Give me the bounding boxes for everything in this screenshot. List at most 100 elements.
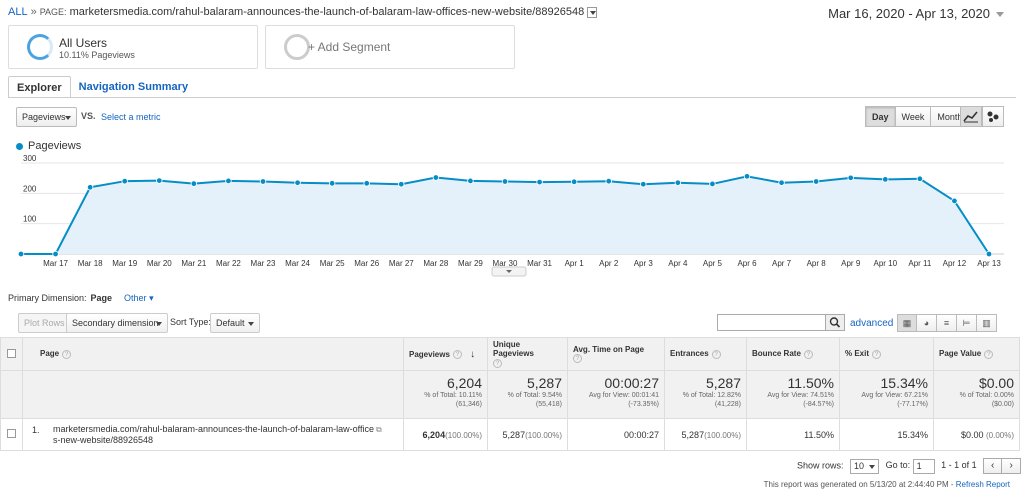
row-pageviews: 6,204(100.00%) [403, 418, 488, 451]
help-icon[interactable]: ? [872, 349, 882, 359]
data-point[interactable] [778, 179, 785, 186]
pager: ‹ › [983, 458, 1022, 474]
report-generated-note: This report was generated on 5/13/20 at … [763, 480, 1010, 489]
advanced-filter-link[interactable]: advanced [850, 318, 894, 329]
data-point[interactable] [674, 179, 682, 186]
tab-navigation-summary[interactable]: Navigation Summary [78, 81, 189, 93]
data-point[interactable] [328, 180, 336, 187]
data-point[interactable] [882, 176, 889, 183]
help-icon[interactable]: ? [711, 349, 721, 359]
sort-type-dropdown[interactable]: Default [210, 313, 260, 333]
row-range: 1 - 1 of 1 [941, 460, 977, 471]
add-segment-button[interactable]: + Add Segment [265, 25, 515, 69]
data-point[interactable] [52, 250, 59, 258]
motion-chart-icon[interactable] [982, 106, 1004, 127]
goto-label: Go to: [885, 460, 911, 471]
exit-column-header[interactable]: % Exit? [839, 337, 934, 371]
search-icon[interactable] [825, 315, 844, 330]
date-range-picker[interactable]: Mar 16, 2020 - Apr 13, 2020 [828, 6, 1004, 21]
data-point[interactable] [916, 175, 924, 182]
plot-rows-button[interactable]: Plot Rows [18, 313, 71, 333]
row-unique-pageviews: 5,287(100.00%) [487, 418, 568, 451]
chart-y-ticks: 100 200 300 [23, 154, 37, 224]
line-chart-icon[interactable] [960, 106, 982, 127]
select-all-header[interactable] [0, 337, 23, 371]
select-metric-link[interactable]: Select a metric [101, 112, 161, 122]
help-icon[interactable]: ? [452, 349, 462, 359]
data-point[interactable] [985, 250, 993, 258]
data-table-view-icon[interactable]: ▦ [897, 314, 917, 332]
data-point[interactable] [121, 178, 128, 185]
data-point[interactable] [467, 177, 474, 185]
page-value-column-header[interactable]: Page Value? [933, 337, 1020, 371]
data-point[interactable] [605, 178, 612, 185]
data-point[interactable] [259, 178, 267, 185]
day-button[interactable]: Day [865, 106, 896, 127]
breadcrumb-all-link[interactable]: ALL [8, 6, 28, 18]
metric-dropdown[interactable]: Pageviews [16, 107, 77, 127]
table-search-input[interactable] [717, 314, 845, 331]
data-point[interactable] [570, 178, 578, 186]
pageviews-chart: 100 200 300 Mar 17 Mar 18 Mar 19 Mar 20 Mar 21… [17, 154, 1004, 277]
data-point[interactable] [363, 180, 370, 187]
total-avg-time: 00:00:27 Avg for View: 00:01:41 (-73.35%) [567, 370, 665, 419]
prev-page-button[interactable]: ‹ [983, 458, 1003, 474]
unique-pageviews-column-header[interactable]: Unique Pageviews? [487, 337, 568, 371]
percentage-view-icon[interactable]: ◕ [917, 314, 937, 332]
data-point[interactable] [190, 180, 198, 187]
data-point[interactable] [709, 180, 716, 188]
data-point[interactable] [398, 181, 405, 188]
help-icon[interactable]: ? [62, 349, 72, 359]
data-point[interactable] [501, 178, 509, 185]
data-point[interactable] [225, 177, 232, 185]
term-cloud-view-icon[interactable]: ▥ [977, 314, 997, 332]
week-button[interactable]: Week [895, 106, 932, 127]
tab-explorer[interactable]: Explorer [8, 76, 71, 98]
data-point[interactable] [432, 174, 440, 181]
data-point[interactable] [640, 181, 647, 188]
empty-segment-ring-icon [284, 34, 310, 60]
help-icon[interactable]: ? [493, 358, 502, 368]
open-link-icon[interactable]: ⧉ [375, 424, 382, 434]
date-range-text: Mar 16, 2020 - Apr 13, 2020 [828, 6, 990, 21]
show-rows-label: Show rows: [797, 460, 844, 471]
comparison-view-icon[interactable]: ⊨ [957, 314, 977, 332]
row-exit: 15.34% [839, 418, 934, 451]
data-point[interactable] [294, 179, 301, 186]
secondary-dimension-dropdown[interactable]: Secondary dimension [66, 313, 168, 333]
performance-view-icon[interactable]: ≡ [937, 314, 957, 332]
data-point[interactable] [536, 178, 543, 186]
segment-all-users[interactable]: All Users 10.11% Pageviews [8, 25, 258, 69]
data-point[interactable] [951, 197, 958, 205]
data-point[interactable] [86, 184, 94, 191]
row-checkbox[interactable] [7, 429, 16, 438]
page-column-header[interactable]: Page? [22, 337, 404, 371]
data-point[interactable] [812, 178, 820, 185]
chart-legend[interactable]: Pageviews [16, 140, 81, 152]
help-icon[interactable]: ? [803, 349, 813, 359]
help-icon[interactable]: ? [573, 354, 582, 364]
page-dropdown-button[interactable] [587, 6, 598, 18]
data-point[interactable] [156, 177, 163, 184]
total-entrances: 5,287% of Total: 12.82% (41,228) [664, 370, 747, 419]
sort-descending-icon[interactable]: ↓ [470, 348, 476, 360]
data-point[interactable] [847, 174, 854, 182]
page-link[interactable]: marketersmedia.com/rahul-balaram-announc… [53, 423, 382, 445]
bounce-rate-column-header[interactable]: Bounce Rate? [746, 337, 840, 371]
next-page-button[interactable]: › [1002, 458, 1022, 474]
help-icon[interactable]: ? [984, 349, 994, 359]
show-rows-select[interactable]: 10 [850, 458, 880, 474]
other-dimension-link[interactable]: Other ▾ [124, 293, 154, 303]
x-tick-label: Apr 10 [873, 259, 897, 268]
entrances-column-header[interactable]: Entrances? [664, 337, 747, 371]
data-point[interactable] [17, 250, 25, 258]
chart-x-ticks: Mar 17 Mar 18 Mar 19 Mar 20 Mar 21 Mar 22 Mar … [43, 259, 1001, 268]
data-point[interactable] [743, 173, 751, 180]
chart-collapse-handle[interactable] [491, 266, 527, 277]
refresh-report-link[interactable]: Refresh Report [955, 480, 1010, 489]
avg-time-column-header[interactable]: Avg. Time on Page? [567, 337, 665, 371]
x-tick-label: Apr 8 [807, 259, 827, 268]
goto-input[interactable]: 1 [912, 458, 935, 474]
select-all-checkbox[interactable] [7, 348, 16, 358]
pageviews-column-header[interactable]: Pageviews? ↓ [403, 337, 488, 371]
